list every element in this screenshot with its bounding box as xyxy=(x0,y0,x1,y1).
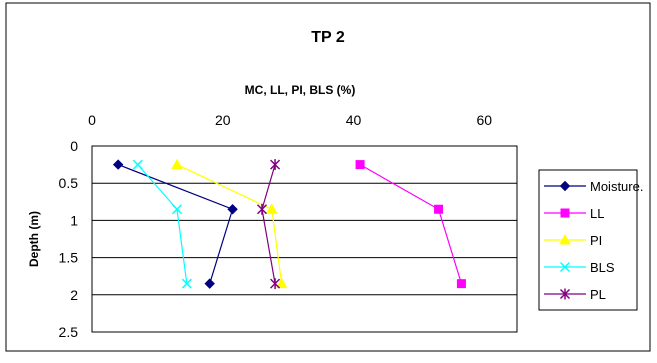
series-0 xyxy=(112,159,238,289)
y-tick-label: 2.5 xyxy=(59,324,79,340)
series-2 xyxy=(171,158,288,289)
legend-marker xyxy=(559,288,571,300)
data-point xyxy=(265,203,278,214)
series-group xyxy=(112,158,466,290)
legend-label: PL xyxy=(590,287,606,302)
legend-item: PI xyxy=(544,233,602,248)
x-tick-label: 0 xyxy=(88,112,96,128)
grid-lines xyxy=(92,182,517,296)
data-point xyxy=(227,204,238,215)
y-tick-label: 0 xyxy=(70,138,78,154)
data-point xyxy=(181,278,192,289)
series-3 xyxy=(132,159,192,289)
y-tick-label: 1.5 xyxy=(59,250,79,266)
data-point xyxy=(204,278,215,289)
legend-marker xyxy=(559,261,571,273)
x-axis-label: MC, LL, PI, BLS (%) xyxy=(245,83,356,97)
y-tick-label: 0.5 xyxy=(59,175,79,191)
data-point xyxy=(270,278,281,290)
legend-marker xyxy=(559,233,571,245)
x-tick-label: 40 xyxy=(346,112,362,128)
data-point xyxy=(355,160,365,170)
legend-label: LL xyxy=(590,206,604,221)
legend-item: PL xyxy=(544,287,606,302)
legend-item: Moisture. xyxy=(544,179,643,194)
y-tick-label: 2 xyxy=(70,287,78,303)
plot-area xyxy=(91,145,518,333)
x-tick-label: 60 xyxy=(477,112,493,128)
legend-marker xyxy=(560,208,570,218)
series-4 xyxy=(256,159,281,290)
legend-label: Moisture. xyxy=(590,179,643,194)
legend-label: PI xyxy=(590,233,602,248)
data-point xyxy=(270,159,281,171)
data-point xyxy=(171,158,183,170)
data-point xyxy=(275,277,288,289)
data-point xyxy=(456,279,466,289)
axis-ticks: 0 20 40 60 0 0.5 1 1.5 2 2.5 xyxy=(59,112,493,340)
data-point xyxy=(256,203,268,215)
data-point xyxy=(434,204,444,214)
data-point xyxy=(132,159,143,170)
data-point xyxy=(112,159,124,170)
legend-label: BLS xyxy=(590,260,615,275)
legend-item: BLS xyxy=(544,260,615,275)
y-tick-label: 1 xyxy=(70,212,78,228)
series-1 xyxy=(355,160,466,289)
data-point xyxy=(171,204,183,215)
chart-title: TP 2 xyxy=(311,29,345,46)
legend-marker xyxy=(559,180,571,192)
x-tick-label: 20 xyxy=(215,112,231,128)
legend-item: LL xyxy=(544,206,604,221)
y-axis-label: Depth (m) xyxy=(27,211,41,267)
legend: Moisture. LL PI BLS PL xyxy=(544,179,643,302)
